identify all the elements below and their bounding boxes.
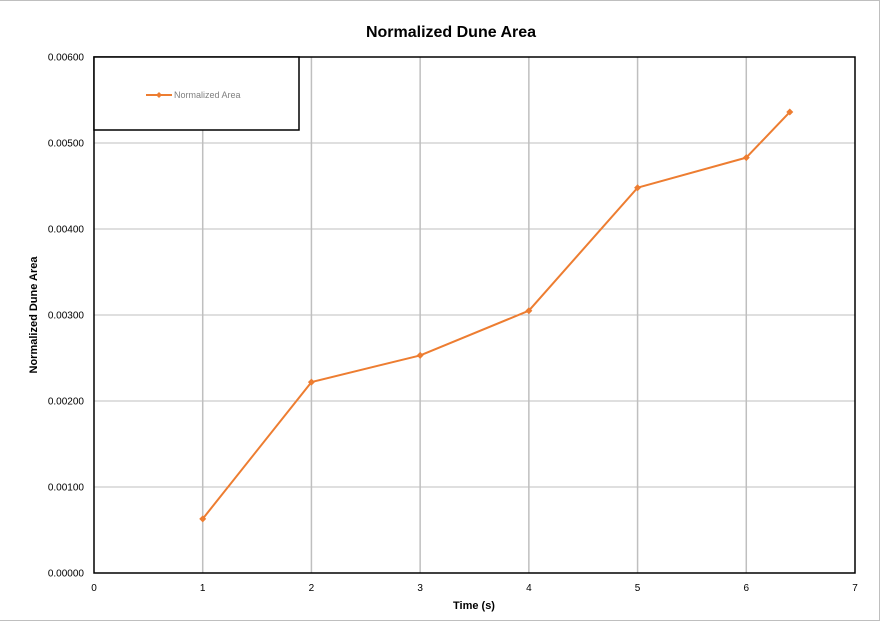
x-tick-label: 7	[852, 583, 858, 594]
plot-border	[93, 56, 856, 574]
legend-series-label: Normalized Area	[174, 90, 241, 100]
y-tick-label: 0.00100	[48, 483, 85, 494]
x-tick-label: 3	[417, 583, 423, 594]
legend-marker-icon	[156, 92, 162, 98]
data-point	[634, 184, 642, 192]
data-point	[307, 378, 315, 386]
y-tick-label: 0.00400	[48, 225, 85, 236]
legend: Normalized Area	[93, 56, 300, 131]
tick-labels: 0 1 2 3 4 5 6 7 0.00000 0.00100 0.00200 0.00300 0.00…	[48, 53, 858, 595]
y-axis-title: Normalized Dune Area	[28, 256, 40, 374]
data-point	[199, 515, 207, 523]
y-tick-label: 0.00200	[48, 397, 85, 408]
data-point	[416, 351, 424, 359]
x-axis-title: Time (s)	[453, 600, 495, 612]
x-tick-label: 5	[635, 583, 641, 594]
series-group	[199, 108, 794, 523]
legend-frame	[93, 56, 300, 131]
y-tick-label: 0.00600	[48, 53, 85, 64]
x-tick-label: 0	[91, 583, 97, 594]
y-tick-label: 0.00300	[48, 311, 85, 322]
y-tick-label: 0.00000	[48, 569, 85, 580]
y-tick-label: 0.00500	[48, 139, 85, 150]
x-tick-label: 4	[526, 583, 532, 594]
data-point	[786, 108, 794, 116]
x-tick-label: 6	[744, 583, 750, 594]
data-point	[525, 307, 533, 315]
chart-title: Normalized Dune Area	[366, 24, 536, 41]
x-tick-label: 2	[309, 583, 315, 594]
data-point	[742, 154, 750, 162]
gridlines	[94, 57, 855, 573]
x-tick-label: 1	[200, 583, 206, 594]
